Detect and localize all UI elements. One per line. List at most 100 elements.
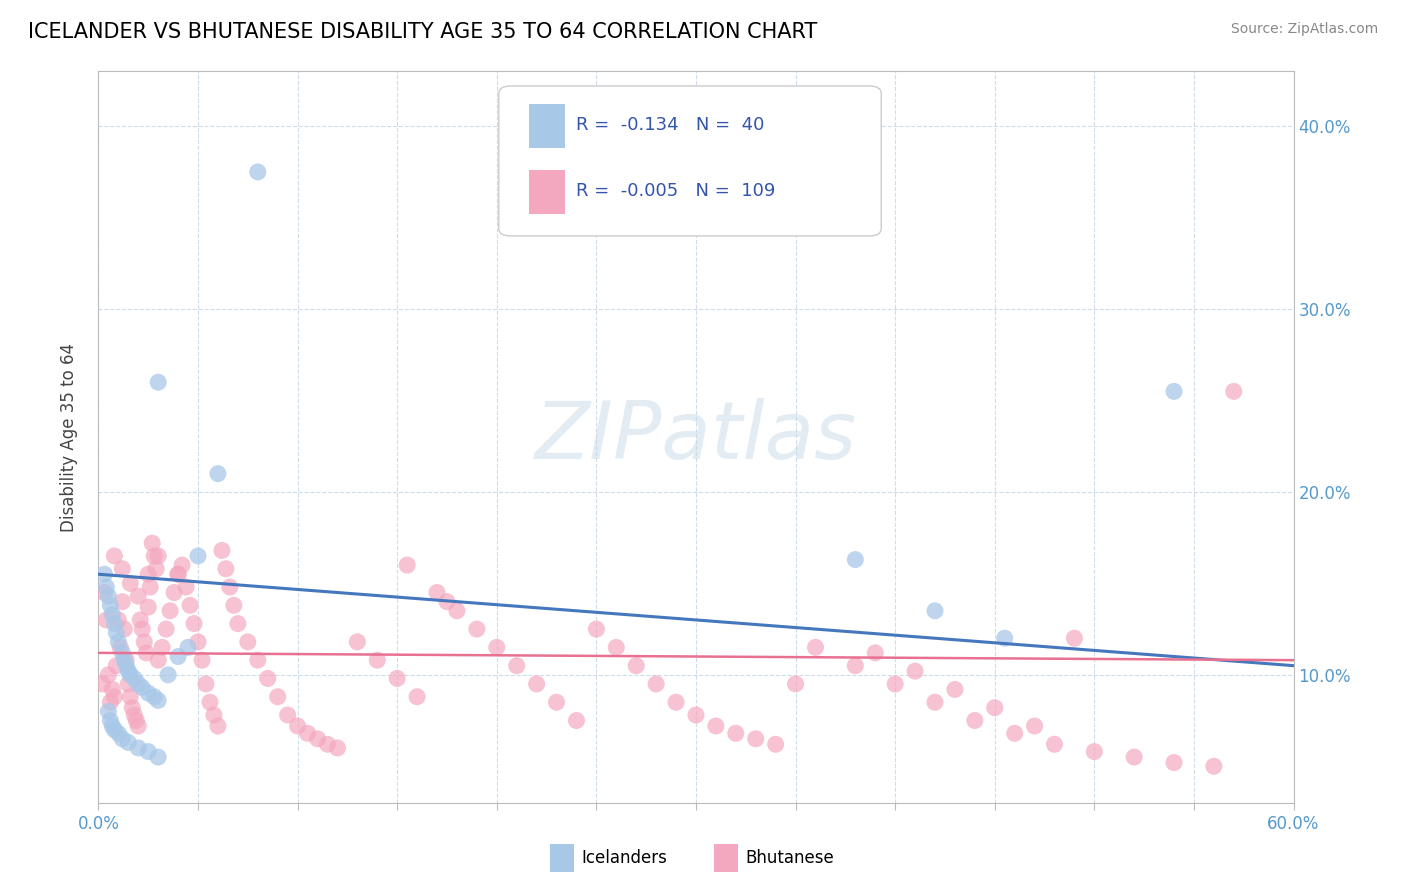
- Point: [127, 740, 149, 755]
- Point: [174, 580, 197, 594]
- Point: [1024, 719, 1046, 733]
- Point: [565, 714, 588, 728]
- Point: [117, 677, 139, 691]
- Point: [117, 664, 139, 678]
- Point: [172, 558, 194, 573]
- Point: [103, 690, 125, 704]
- FancyBboxPatch shape: [714, 845, 738, 872]
- Point: [207, 719, 229, 733]
- Point: [112, 622, 135, 636]
- Point: [605, 640, 627, 655]
- Point: [904, 664, 927, 678]
- Point: [1004, 726, 1026, 740]
- Point: [765, 737, 787, 751]
- Point: [163, 585, 186, 599]
- Point: [136, 567, 159, 582]
- Point: [127, 677, 149, 691]
- Point: [207, 467, 229, 481]
- Point: [485, 640, 508, 655]
- Point: [103, 723, 125, 737]
- Point: [198, 695, 221, 709]
- FancyBboxPatch shape: [499, 86, 882, 236]
- Point: [105, 658, 128, 673]
- Point: [1163, 384, 1185, 399]
- Point: [187, 635, 209, 649]
- Text: Bhutanese: Bhutanese: [745, 848, 834, 867]
- Text: R =  -0.134   N =  40: R = -0.134 N = 40: [576, 116, 765, 134]
- Point: [1202, 759, 1225, 773]
- Point: [139, 580, 162, 594]
- Text: ICELANDER VS BHUTANESE DISABILITY AGE 35 TO 64 CORRELATION CHART: ICELANDER VS BHUTANESE DISABILITY AGE 35…: [28, 22, 817, 42]
- Point: [107, 726, 129, 740]
- Point: [665, 695, 688, 709]
- Point: [385, 672, 409, 686]
- Point: [101, 682, 124, 697]
- Point: [724, 726, 747, 740]
- Point: [219, 580, 242, 594]
- Point: [406, 690, 429, 704]
- Point: [96, 613, 118, 627]
- Point: [107, 613, 129, 627]
- Point: [117, 735, 139, 749]
- Point: [127, 589, 149, 603]
- Point: [546, 695, 568, 709]
- Point: [115, 658, 138, 673]
- Point: [136, 745, 159, 759]
- Point: [111, 731, 134, 746]
- Point: [187, 549, 209, 563]
- Point: [131, 681, 153, 695]
- Point: [93, 567, 115, 582]
- Point: [135, 646, 157, 660]
- Point: [120, 667, 142, 681]
- Point: [195, 677, 218, 691]
- Point: [121, 700, 143, 714]
- Point: [526, 677, 548, 691]
- Point: [127, 719, 149, 733]
- Point: [1063, 632, 1085, 646]
- Point: [844, 658, 866, 673]
- Point: [111, 594, 134, 608]
- Point: [101, 719, 124, 733]
- Point: [179, 599, 201, 613]
- Point: [884, 677, 907, 691]
- Point: [326, 740, 349, 755]
- Point: [267, 690, 290, 704]
- Point: [143, 549, 166, 563]
- Point: [346, 635, 368, 649]
- Point: [148, 653, 170, 667]
- Point: [111, 646, 134, 660]
- Point: [97, 589, 120, 603]
- Point: [211, 543, 233, 558]
- FancyBboxPatch shape: [529, 104, 565, 148]
- Point: [256, 672, 278, 686]
- Point: [124, 708, 146, 723]
- Text: Icelanders: Icelanders: [581, 848, 666, 867]
- Point: [98, 599, 122, 613]
- Point: [110, 640, 132, 655]
- Point: [141, 536, 163, 550]
- Point: [112, 653, 135, 667]
- Point: [177, 640, 200, 655]
- Point: [745, 731, 768, 746]
- Text: ZIPatlas: ZIPatlas: [534, 398, 858, 476]
- Point: [1123, 750, 1146, 764]
- Point: [316, 737, 339, 751]
- Point: [101, 607, 124, 622]
- Point: [446, 604, 468, 618]
- Point: [785, 677, 807, 691]
- Point: [226, 616, 249, 631]
- Point: [125, 714, 148, 728]
- Point: [111, 562, 134, 576]
- Point: [246, 653, 269, 667]
- Point: [963, 714, 986, 728]
- Point: [1163, 756, 1185, 770]
- Point: [103, 549, 125, 563]
- Point: [297, 726, 319, 740]
- Point: [191, 653, 214, 667]
- Point: [98, 695, 122, 709]
- Point: [994, 632, 1017, 646]
- Point: [107, 635, 129, 649]
- Point: [202, 708, 225, 723]
- Point: [134, 635, 156, 649]
- Point: [124, 672, 146, 686]
